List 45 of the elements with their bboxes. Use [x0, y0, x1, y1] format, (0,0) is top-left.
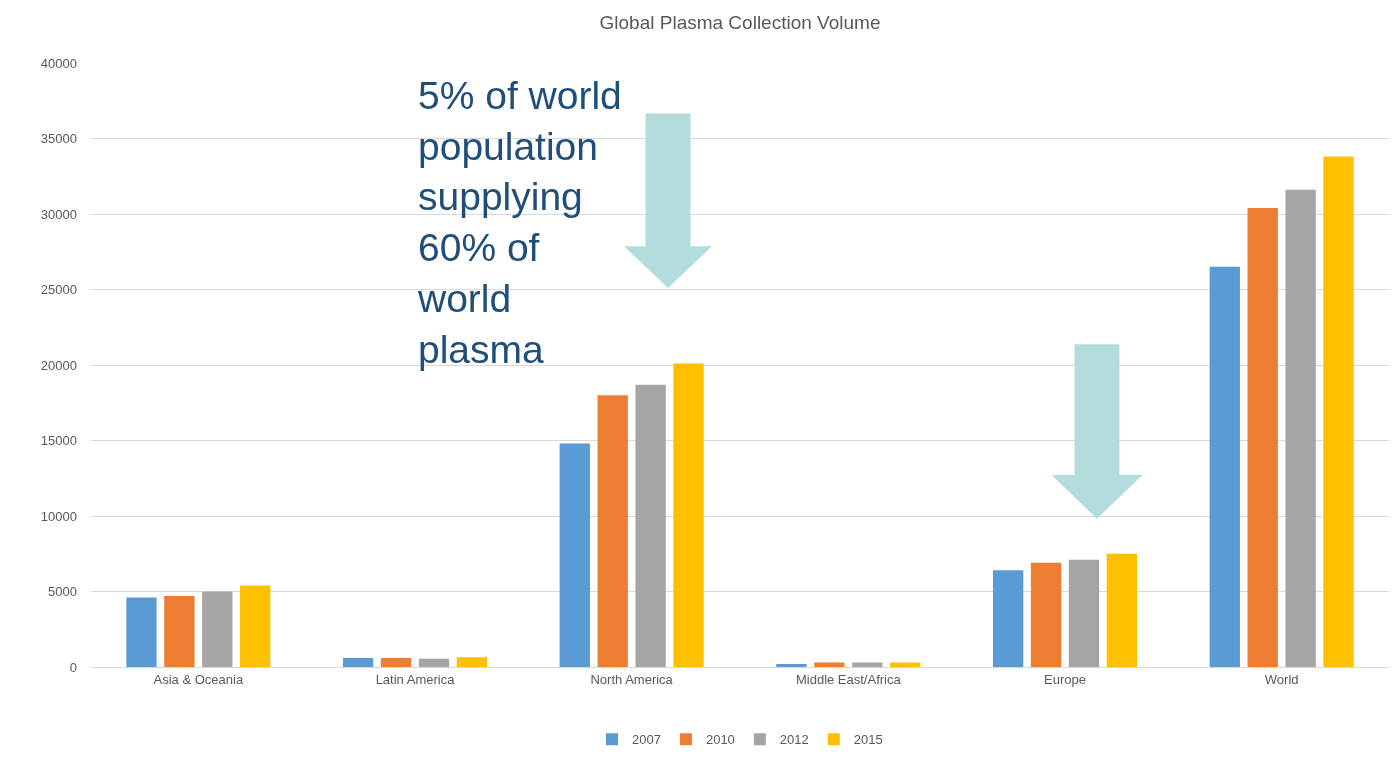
- bar: [1030, 562, 1062, 667]
- y-tick-label: 35000: [40, 131, 77, 147]
- y-tick-label: 20000: [40, 357, 77, 373]
- x-tick-label: Middle East/Africa: [795, 671, 902, 687]
- bar: [776, 663, 807, 667]
- y-tick-label: 0: [69, 659, 77, 675]
- bar: [890, 662, 921, 667]
- annotation: 5% of world population supplying 60% of world plasma: [417, 74, 622, 371]
- chart-title: Global Plasma Collection Volume: [599, 11, 881, 33]
- bar: [992, 570, 1024, 667]
- bar: [1068, 559, 1100, 667]
- bar: [559, 443, 590, 667]
- bar: [1106, 553, 1138, 667]
- x-tick-label: Latin America: [375, 671, 456, 687]
- bar: [202, 591, 233, 667]
- legend-label: 2012: [779, 732, 809, 748]
- bar: [456, 657, 488, 667]
- y-tick-label: 40000: [40, 55, 77, 71]
- bar: [240, 585, 271, 667]
- y-tick-label: 30000: [40, 206, 77, 222]
- legend-label: 2007: [632, 732, 661, 748]
- y-tick-label: 5000: [48, 584, 77, 600]
- y-tick-label: 25000: [40, 282, 77, 298]
- x-tick-label: Asia & Oceania: [153, 671, 244, 687]
- bar: [814, 662, 845, 667]
- legend-label: 2010: [705, 732, 735, 748]
- bar: [852, 662, 883, 667]
- legend-label: 2015: [853, 732, 883, 748]
- y-tick-label: 10000: [40, 508, 77, 524]
- x-tick-label: Europe: [1044, 671, 1086, 687]
- bar: [673, 363, 704, 667]
- bar: [164, 596, 195, 667]
- bar: [342, 657, 374, 667]
- bar: [126, 597, 157, 667]
- bar: [1285, 189, 1316, 667]
- bar: [418, 658, 450, 667]
- bar: [1209, 266, 1240, 667]
- x-tick-label: North America: [590, 671, 674, 687]
- bar: [1323, 156, 1354, 667]
- x-tick-label: World: [1264, 671, 1299, 687]
- bar: [380, 657, 412, 667]
- bar: [597, 395, 628, 667]
- bar: [1247, 207, 1278, 667]
- bar: [635, 384, 666, 667]
- y-tick-label: 15000: [40, 433, 77, 449]
